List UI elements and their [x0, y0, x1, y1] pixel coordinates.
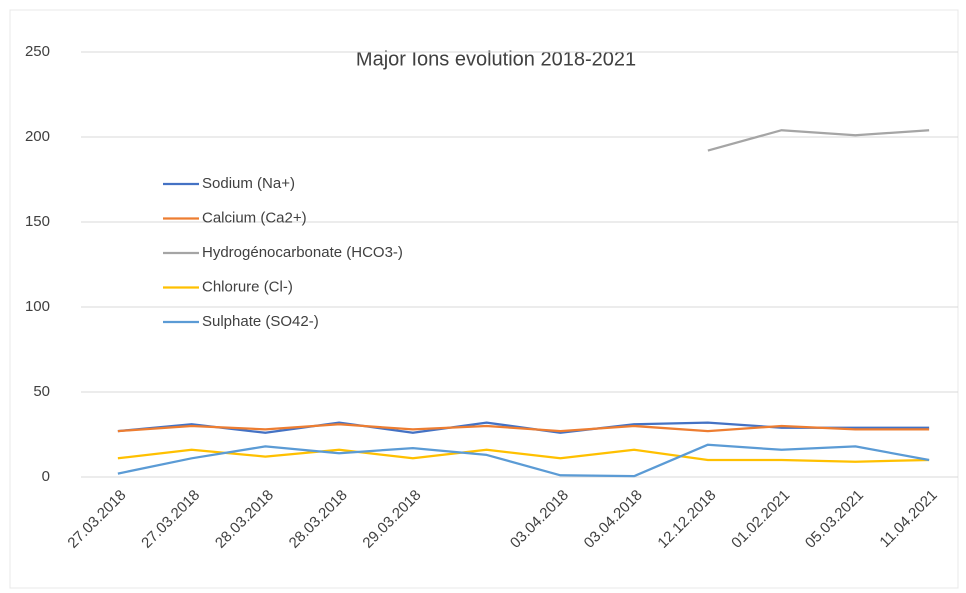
x-tick-label: 11.04.2021	[876, 487, 940, 551]
y-tick-label: 50	[33, 383, 50, 400]
x-tick-label: 29.03.2018	[359, 487, 424, 552]
y-tick-label: 0	[42, 468, 50, 485]
x-tick-label: 27.03.2018	[138, 487, 203, 552]
x-tick-label: 03.04.2018	[581, 487, 646, 552]
series-line	[117, 448, 930, 463]
series-line	[117, 443, 930, 478]
x-tick-label: 12.12.2018	[654, 487, 719, 552]
legend-label: Chlorure (Cl-)	[202, 278, 293, 295]
legend-label: Sulphate (SO42-)	[202, 313, 319, 330]
legend-label: Calcium (Ca2+)	[202, 209, 307, 226]
legend-label: Sodium (Na+)	[202, 175, 295, 192]
series-line	[707, 129, 930, 152]
y-tick-label: 150	[25, 213, 50, 230]
legend-label: Hydrogénocarbonate (HCO3-)	[202, 244, 403, 261]
y-tick-label: 200	[25, 128, 50, 145]
x-tick-label: 05.03.2021	[802, 487, 867, 552]
chart-frame	[9, 9, 959, 589]
x-tick-label: 28.03.2018	[286, 487, 351, 552]
x-tick-label: 01.02.2021	[728, 487, 793, 552]
y-tick-label: 250	[25, 43, 50, 60]
series-line	[117, 423, 930, 433]
x-tick-label: 27.03.2018	[64, 487, 129, 552]
chart-title: Major Ions evolution 2018-2021	[356, 48, 636, 70]
x-tick-label: 03.04.2018	[507, 487, 572, 552]
y-tick-label: 100	[25, 298, 50, 315]
x-tick-label: 28.03.2018	[212, 487, 277, 552]
